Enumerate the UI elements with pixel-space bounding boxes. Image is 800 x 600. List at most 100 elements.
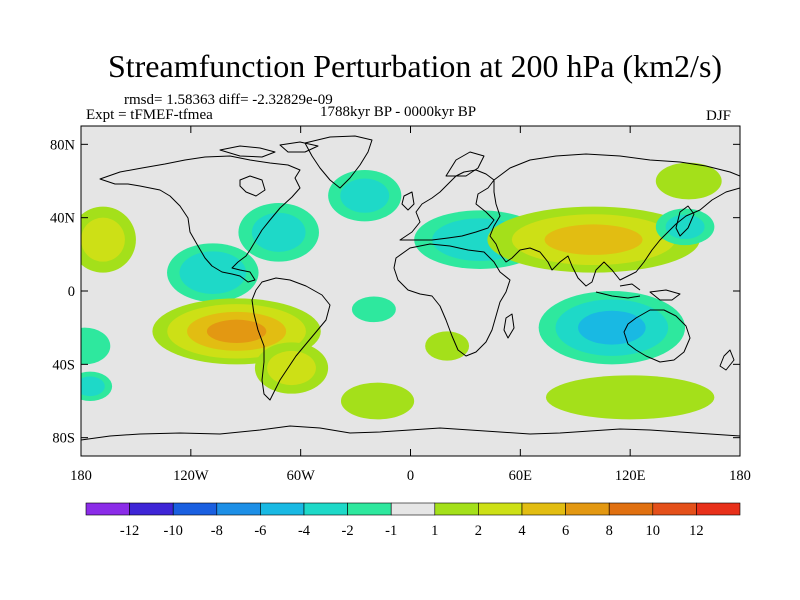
colorbar-label: 12 bbox=[689, 523, 704, 539]
anomaly-contour bbox=[425, 331, 470, 361]
anomaly-contour bbox=[81, 376, 105, 397]
colorbar-box bbox=[478, 502, 523, 516]
new-zealand-coastline bbox=[719, 349, 735, 371]
colorbar-box bbox=[565, 502, 610, 516]
anomaly-contour bbox=[267, 350, 316, 386]
anomaly-australia-negative bbox=[538, 291, 686, 365]
anomaly-south-atlantic-positive bbox=[340, 382, 415, 420]
lat-label: 80N bbox=[50, 137, 76, 153]
anomaly-contour bbox=[179, 251, 247, 294]
colorbar-box bbox=[652, 502, 697, 516]
colorbar-box bbox=[216, 502, 261, 516]
anomaly-south-america-south-positive bbox=[254, 342, 329, 394]
hudson-bay-coastline bbox=[239, 175, 266, 197]
colorbar-box bbox=[85, 502, 130, 516]
lon-label: 60W bbox=[287, 468, 316, 484]
colorbar-label: -4 bbox=[298, 523, 311, 539]
anomaly-contour bbox=[251, 212, 306, 252]
anomaly-contour bbox=[578, 310, 646, 345]
lat-label: 40N bbox=[50, 211, 76, 227]
colorbar-labels: -12 -10 -8 -6 -4 -2 -1 1 2 4 6 8 10 12 bbox=[120, 523, 704, 539]
colorbar-box bbox=[434, 502, 479, 516]
colorbar-box bbox=[260, 502, 305, 516]
madagascar-coastline bbox=[503, 313, 515, 339]
lat-label: 0 bbox=[68, 284, 75, 300]
anomaly-antarctic-indian-positive bbox=[545, 375, 715, 420]
anomaly-tropical-atlantic-negative bbox=[351, 296, 396, 323]
axis-ticks bbox=[80, 126, 741, 456]
plot-title: Streamfunction Perturbation at 200 hPa (… bbox=[107, 48, 723, 84]
colorbar-label: 1 bbox=[431, 523, 438, 539]
colorbar-label: -8 bbox=[211, 523, 223, 539]
anomaly-contour bbox=[340, 178, 390, 213]
lon-label: 120W bbox=[173, 468, 209, 484]
colorbar-label: 6 bbox=[562, 523, 569, 539]
arctic-islands-coastline bbox=[219, 141, 319, 158]
lat-label: 80S bbox=[52, 431, 75, 447]
colorbar-box bbox=[521, 502, 566, 516]
anomaly-contour bbox=[81, 217, 125, 262]
colorbar-label: 2 bbox=[475, 523, 482, 539]
anomaly-contour bbox=[545, 375, 715, 420]
anomaly-far-south-pacific-negative bbox=[81, 371, 113, 401]
anomaly-asia-positive bbox=[487, 206, 700, 273]
anomaly-north-pacific-east-positive bbox=[81, 206, 136, 273]
anomaly-contour bbox=[351, 296, 396, 323]
anomaly-north-atlantic-negative bbox=[328, 170, 402, 222]
colorbar-box bbox=[347, 502, 392, 516]
british-isles-coastline bbox=[401, 191, 415, 211]
lat-label: 40S bbox=[52, 357, 75, 373]
colorbar-box bbox=[696, 502, 741, 516]
coastline-layer bbox=[81, 135, 740, 441]
lon-label: 60E bbox=[509, 468, 533, 484]
colorbar-label: -2 bbox=[342, 523, 354, 539]
anomaly-north-america-east-negative bbox=[238, 203, 319, 262]
experiment-text: Expt = tFMEF-tfmea bbox=[86, 107, 213, 123]
anomaly-kamchatka-positive bbox=[655, 162, 722, 200]
asia-coastline bbox=[489, 153, 740, 287]
latitude-labels: 80N 40N 0 40S 80S bbox=[50, 137, 76, 446]
colorbar-box bbox=[390, 502, 436, 516]
period-text: 1788kyr BP - 0000kyr BP bbox=[320, 104, 477, 120]
longitude-labels: 180 120W 60W 0 60E 120E 180 bbox=[70, 468, 751, 484]
colorbar-label: 4 bbox=[518, 523, 526, 539]
anomaly-south-atlantic-east-positive bbox=[425, 331, 470, 361]
anomaly-southwest-pacific-negative bbox=[81, 327, 111, 365]
anomaly-contour bbox=[655, 162, 722, 200]
colorbar-label: -12 bbox=[120, 523, 139, 539]
anomaly-contour bbox=[665, 214, 705, 240]
indonesia-coastline bbox=[595, 283, 681, 301]
colorbar-label: -1 bbox=[385, 523, 397, 539]
colorbar-box bbox=[608, 502, 654, 516]
south-america-coastline bbox=[251, 277, 331, 401]
lon-label: 0 bbox=[407, 468, 414, 484]
scandinavia-coastline bbox=[445, 151, 485, 177]
australia-coastline bbox=[623, 309, 691, 363]
lon-label: 180 bbox=[70, 468, 92, 484]
colorbar-label: 8 bbox=[606, 523, 613, 539]
anomaly-contour bbox=[340, 382, 415, 420]
anomaly-west-pacific-negative bbox=[655, 208, 715, 246]
north-america-coastline bbox=[99, 155, 301, 283]
anomaly-contour bbox=[544, 224, 643, 255]
africa-coastline bbox=[393, 243, 511, 357]
anomaly-tropical-pacific-east-negative bbox=[167, 243, 259, 302]
colorbar-box bbox=[172, 502, 218, 516]
lon-label: 120E bbox=[615, 468, 646, 484]
stats-text: rmsd= 1.58363 diff= -2.32829e-09 bbox=[124, 92, 333, 108]
japan-coastline bbox=[675, 205, 695, 237]
colorbar bbox=[85, 502, 741, 516]
colorbar-label: -6 bbox=[254, 523, 266, 539]
anomaly-layer bbox=[81, 162, 722, 420]
anomaly-contour bbox=[81, 327, 111, 365]
colorbar-box bbox=[303, 502, 348, 516]
lon-label: 180 bbox=[729, 468, 751, 484]
colorbar-box bbox=[129, 502, 174, 516]
anomaly-contour bbox=[206, 319, 267, 343]
colorbar-label: 10 bbox=[646, 523, 661, 539]
colorbar-label: -10 bbox=[164, 523, 183, 539]
greenland-coastline bbox=[304, 135, 373, 189]
season-text: DJF bbox=[706, 108, 732, 124]
antarctica-coastline bbox=[81, 425, 740, 441]
